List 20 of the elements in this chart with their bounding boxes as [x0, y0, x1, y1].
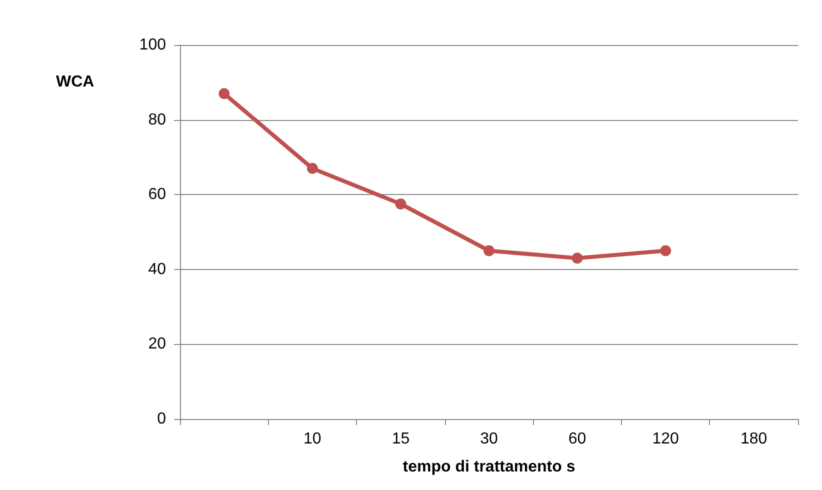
- x-tick-label: 30: [480, 430, 498, 448]
- y-axis-title: WCA: [56, 74, 95, 90]
- x-tick-label: 15: [392, 430, 410, 448]
- point: [218, 88, 230, 100]
- y-tick-label: 20: [148, 336, 166, 353]
- y-tick-label: 80: [148, 111, 166, 128]
- point: [572, 252, 583, 264]
- y-tick-label: 60: [148, 186, 166, 204]
- y-tick-label: 40: [148, 260, 166, 278]
- x-tick-label: 120: [652, 430, 680, 448]
- point: [395, 198, 406, 210]
- x-tick-label: 180: [740, 430, 768, 448]
- x-tick-label: 10: [304, 430, 322, 448]
- x-axis-title: tempo di trattamento s: [402, 458, 576, 476]
- point: [306, 162, 318, 174]
- point: [484, 245, 494, 256]
- y-tick-label: 100: [139, 36, 166, 54]
- point: [660, 245, 672, 256]
- y-tick-label: 0: [157, 410, 166, 428]
- x-tick-label: 60: [568, 430, 586, 448]
